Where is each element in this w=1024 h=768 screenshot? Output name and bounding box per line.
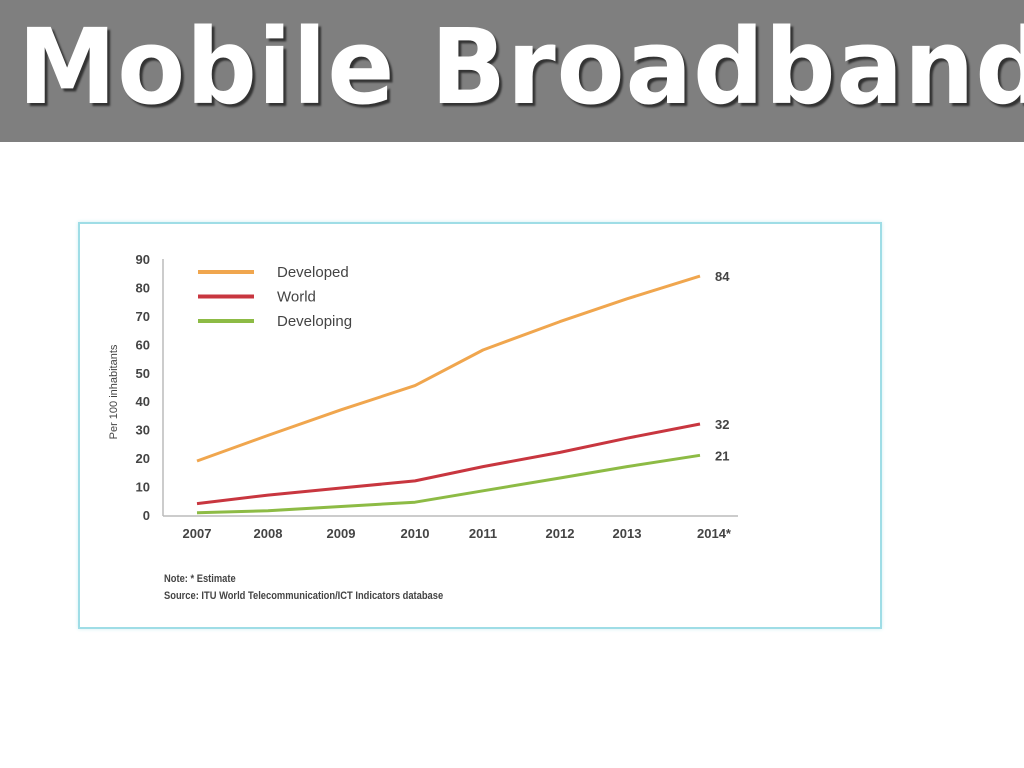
y-tick-label: 10 (136, 480, 150, 495)
page-title: Mobile Broadband (18, 6, 1024, 128)
series-line-world (196, 422, 701, 506)
y-axis-label: Per 100 inhabitants (108, 344, 120, 439)
x-tick-label: 2011 (469, 526, 497, 541)
end-value-label: 32 (715, 417, 729, 432)
legend-label: World (277, 289, 316, 306)
end-value-label: 21 (715, 448, 729, 463)
y-tick-label: 90 (136, 252, 150, 267)
end-value-label: 84 (715, 269, 730, 284)
y-tick-label: 70 (136, 309, 150, 324)
x-tick-label: 2012 (546, 526, 575, 541)
y-tick-label: 0 (143, 508, 150, 523)
y-tick-label: 20 (136, 451, 150, 466)
y-tick-label: 50 (136, 366, 150, 381)
chart-frame (78, 222, 882, 629)
chart-source: Source: ITU World Telecommunication/ICT … (164, 590, 444, 602)
x-tick-label: 2010 (401, 526, 430, 541)
x-tick-label: 2013 (613, 526, 642, 541)
y-tick-label: 40 (136, 394, 150, 409)
y-tick-label: 60 (136, 337, 150, 352)
y-tick-label: 80 (136, 280, 150, 295)
x-tick-label: 2007 (183, 526, 212, 541)
x-tick-label: 2008 (254, 526, 283, 541)
series-line-developing (196, 453, 701, 515)
series-line-developed (196, 274, 701, 463)
x-tick-label: 2009 (327, 526, 356, 541)
chart-note: Note: * Estimate (164, 573, 236, 585)
x-tick-label: 2014* (697, 526, 732, 541)
y-tick-label: 30 (136, 423, 150, 438)
legend-label: Developed (277, 264, 349, 281)
title-banner: Mobile Broadband (0, 0, 1024, 142)
legend-label: Developing (277, 313, 352, 330)
